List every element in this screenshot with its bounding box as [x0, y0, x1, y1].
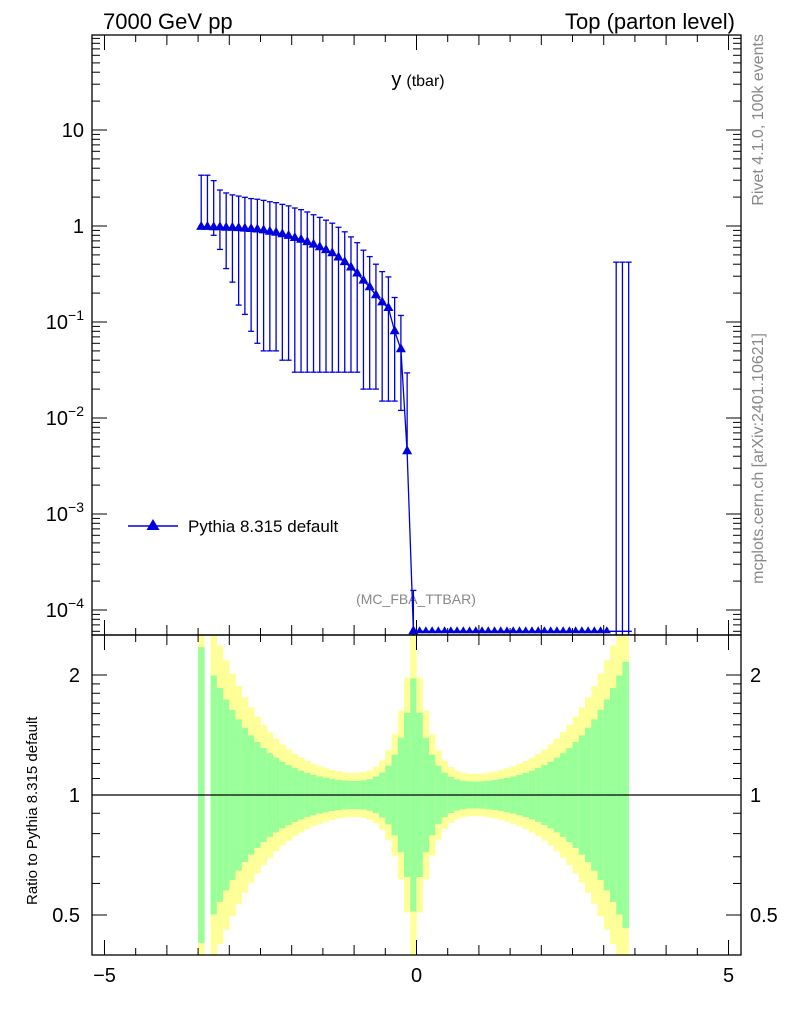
data-point: [408, 625, 419, 635]
ratio-y-tick-label: 0.5: [52, 905, 80, 927]
data-point: [358, 274, 369, 284]
data-point: [227, 221, 238, 231]
data-point: [402, 445, 413, 455]
data-point: [308, 238, 319, 248]
y-tick-label: 10−4: [46, 595, 84, 622]
ratio-frame: [91, 634, 742, 956]
data-point: [370, 289, 381, 299]
ratio-y-tick-label: 1: [69, 785, 80, 807]
ratio-y-tick-label-right: 0.5: [750, 905, 778, 927]
ratio-panel: 2 2 1 1 0.5 0.5 −5 0 5 Ratio to Pythia 8.315 def…: [24, 635, 778, 987]
data-point: [202, 220, 213, 230]
legend-marker: [146, 519, 160, 530]
data-point: [577, 626, 586, 634]
data-point: [602, 626, 611, 634]
data-point: [233, 222, 244, 232]
watermark-label: (MC_FBA_TTBAR): [356, 591, 476, 607]
ratio-ylabel: Ratio to Pythia 8.315 default: [24, 716, 41, 905]
data-point: [459, 626, 468, 634]
data-point: [546, 626, 555, 634]
rivet-version-label: Rivet 4.1.0, 100k events: [750, 34, 767, 206]
header-left-label: 7000 GeV pp: [103, 9, 233, 34]
data-point: [383, 301, 394, 311]
data-point: [252, 223, 263, 233]
y-tick-label: 10: [62, 120, 84, 142]
data-point: [321, 244, 332, 254]
data-point: [214, 221, 225, 231]
data-point: [509, 626, 518, 634]
main-title: y (tbar): [391, 69, 444, 91]
header-right-label: Top (parton level): [565, 9, 735, 34]
data-point: [515, 626, 524, 634]
data-point: [590, 626, 599, 634]
legend-label: Pythia 8.315 default: [188, 517, 339, 536]
data-point: [395, 343, 406, 353]
data-point: [264, 225, 275, 235]
data-point: [327, 247, 338, 257]
data-point: [283, 229, 294, 239]
y-tick-label: 10−1: [46, 307, 84, 334]
data-point: [302, 236, 313, 246]
data-point: [277, 228, 288, 238]
ratio-y-tick-label-right: 1: [750, 785, 761, 807]
y-tick-label: 10−3: [46, 499, 84, 526]
legend: Pythia 8.315 default: [128, 517, 339, 536]
data-point: [345, 261, 356, 271]
data-point: [540, 626, 549, 634]
data-point: [534, 626, 543, 634]
main-panel: y (tbar) (MC_FBA_TTBAR) 10110−110−210−310…: [46, 35, 741, 635]
data-point: [415, 626, 424, 634]
data-point: [496, 626, 505, 634]
data-point: [478, 626, 487, 634]
data-point: [584, 626, 593, 634]
data-point: [364, 281, 375, 291]
mcplots-citation-label: mcplots.cern.ch [arXiv:2401.10621]: [750, 333, 767, 584]
data-point: [465, 626, 474, 634]
data-point: [333, 251, 344, 261]
data-point: [453, 626, 462, 634]
data-point: [521, 626, 530, 634]
data-point: [552, 626, 561, 634]
data-point: [258, 224, 269, 234]
data-point: [484, 626, 493, 634]
data-point: [446, 626, 455, 634]
data-point: [271, 226, 282, 236]
ratio-y-tick-label-right: 2: [750, 665, 761, 687]
data-point: [239, 222, 250, 232]
main-ticks: 10 1 10−1 10−2 10−3 10−4: [46, 35, 741, 635]
series-line: [201, 226, 632, 632]
data-point: [527, 626, 536, 634]
data-point: [246, 223, 257, 233]
data-point: [502, 626, 511, 634]
data-point: [471, 626, 480, 634]
y-tick-label: 1: [73, 216, 84, 238]
data-point: [434, 626, 443, 634]
main-data: [196, 174, 632, 635]
ratio-ticks: 2 2 1 1 0.5 0.5 −5 0 5: [52, 635, 778, 987]
data-point: [314, 241, 325, 251]
data-point: [428, 626, 437, 634]
data-point: [389, 325, 400, 335]
data-point: [490, 626, 499, 634]
y-tick-label: 10−2: [46, 403, 84, 430]
data-point: [596, 626, 605, 634]
data-point: [377, 296, 388, 306]
data-point: [440, 626, 449, 634]
data-point: [565, 626, 574, 634]
data-point: [559, 626, 568, 634]
data-point: [421, 626, 430, 634]
data-point: [352, 267, 363, 277]
x-tick-label: −5: [93, 965, 116, 987]
data-point: [296, 233, 307, 243]
data-point: [289, 231, 300, 241]
ratio-y-tick-label: 2: [69, 665, 80, 687]
x-tick-label: 0: [411, 965, 422, 987]
data-point: [339, 256, 350, 266]
data-point: [571, 626, 580, 634]
main-frame: [91, 34, 742, 636]
x-tick-label: 5: [723, 965, 734, 987]
